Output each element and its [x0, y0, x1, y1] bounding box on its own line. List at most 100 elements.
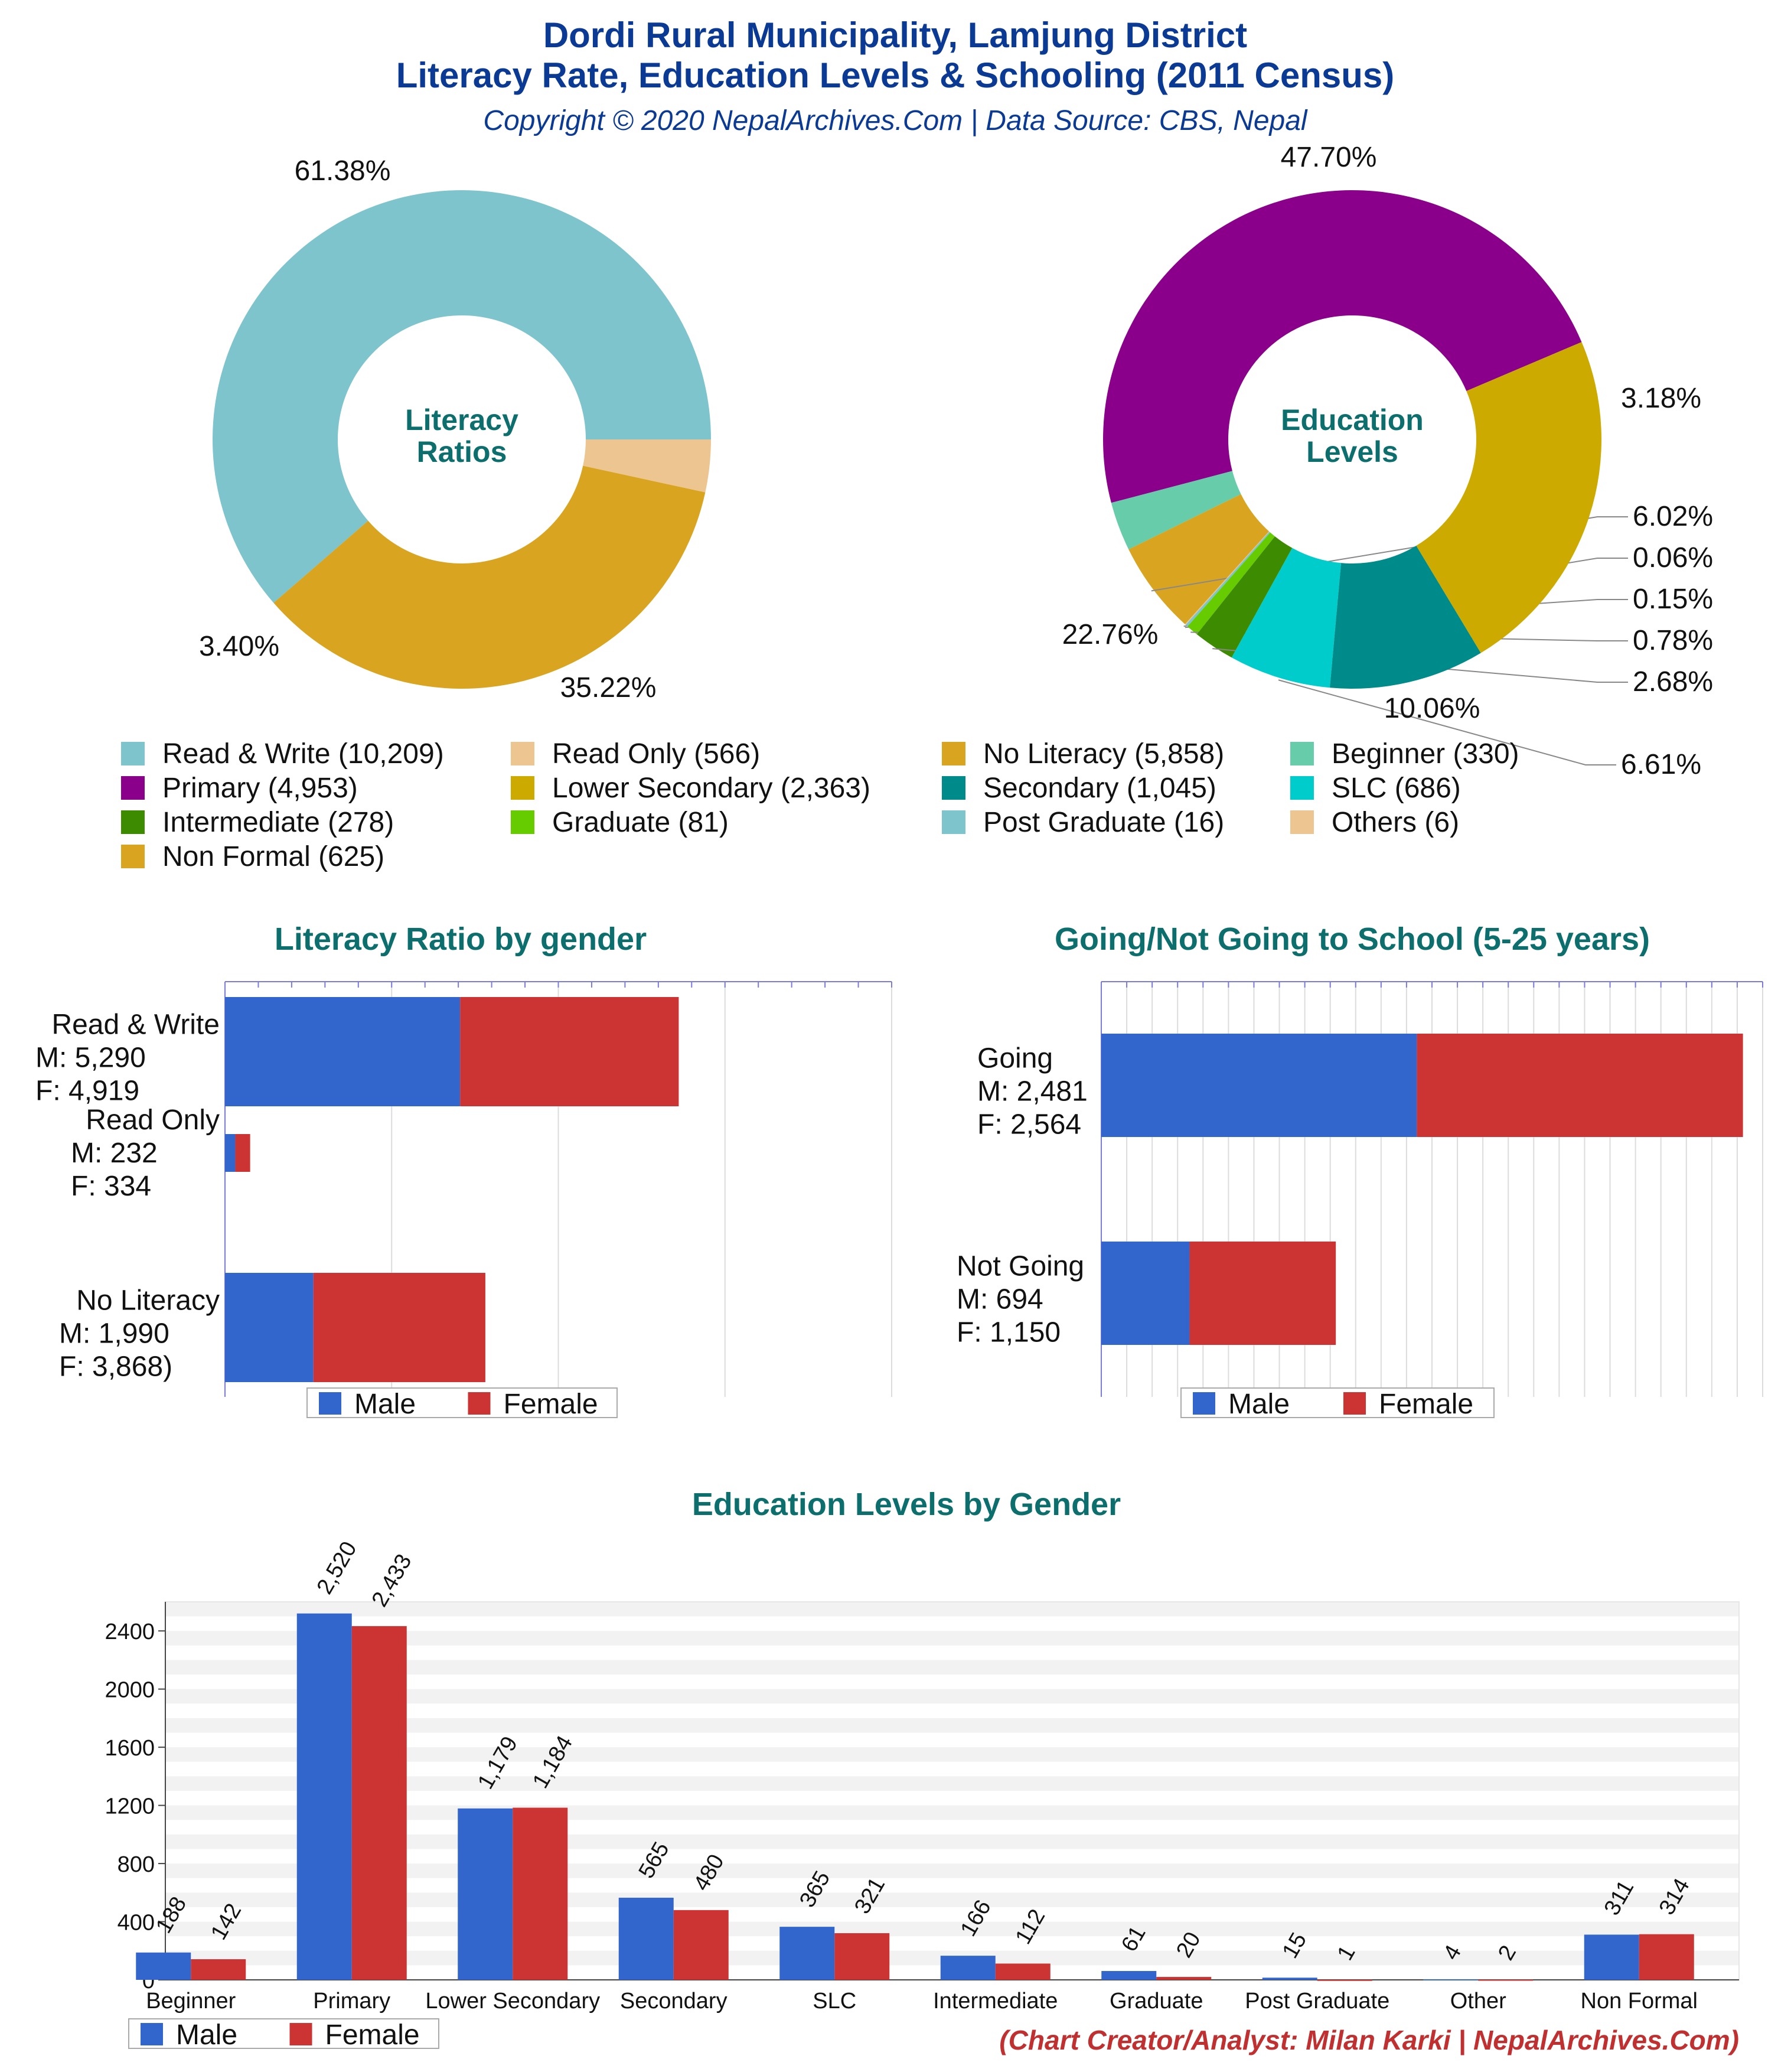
literacy-donut-center-line2: Ratios	[417, 435, 507, 468]
bar-female	[1317, 1979, 1372, 1981]
donut-pct-label: 61.38%	[295, 155, 391, 187]
literacy-by-gender-title: Literacy Ratio by gender	[275, 921, 647, 957]
x-category-label: Lower Secondary	[425, 1989, 600, 2014]
legend-male-label: Male	[1228, 1389, 1290, 1420]
donut-pct-label: 35.22%	[560, 672, 657, 703]
bar-female	[1189, 1242, 1336, 1345]
bar-male	[225, 997, 461, 1106]
x-category-label: Non Formal	[1581, 1989, 1698, 2014]
male-value-label: M: 694	[957, 1284, 1043, 1315]
female-swatch	[1343, 1392, 1366, 1415]
grid-band	[165, 1921, 1739, 1937]
bar-male	[940, 1956, 996, 1980]
donut-slice-beginner	[1111, 471, 1241, 550]
female-value-label: F: 3,868)	[59, 1351, 172, 1383]
donut-slice-intermediate	[1196, 536, 1293, 658]
grid-band	[165, 1718, 1739, 1733]
copyright-line: Copyright © 2020 NepalArchives.Com | Dat…	[483, 105, 1307, 136]
legend-swatch	[121, 845, 145, 868]
female-value-label: 314	[1655, 1874, 1695, 1919]
x-category-label: Graduate	[1110, 1989, 1203, 2014]
male-swatch	[1193, 1392, 1215, 1415]
grid-band	[165, 1805, 1739, 1820]
legend-item-label: Read & Write (10,209)	[162, 738, 444, 770]
education-by-gender-title: Education Levels by Gender	[692, 1487, 1121, 1522]
legend-swatch	[942, 810, 965, 834]
category-legend: Read & Write (10,209) Read Only (566) No L…	[121, 738, 1519, 872]
legend-item-label: No Literacy (5,858)	[983, 738, 1224, 770]
bar-male	[1101, 1034, 1417, 1137]
legend-item-label: Lower Secondary (2,363)	[552, 773, 870, 804]
donut-pct-label: 2.68%	[1633, 666, 1713, 698]
bar-male	[136, 1952, 191, 1980]
gender-legend-box	[1180, 1387, 1495, 1418]
donut-slice-secondary	[1330, 545, 1481, 689]
x-category-label: Post Graduate	[1245, 1989, 1389, 2014]
y-tick-label: 800	[118, 1852, 155, 1877]
gender-legend-box	[128, 2018, 439, 2049]
grid-band	[165, 1834, 1739, 1849]
donut-pct-label: 3.18%	[1621, 383, 1701, 414]
education-donut-center-line1: Education	[1281, 403, 1424, 436]
donut-leader-line	[1278, 679, 1616, 765]
bar-female	[1417, 1034, 1743, 1137]
donut-slice-read-write	[213, 190, 711, 603]
legend-item-label: Intermediate (278)	[162, 807, 394, 838]
donut-pct-label: 6.02%	[1633, 501, 1713, 532]
page-title-line1: Dordi Rural Municipality, Lamjung Distri…	[543, 15, 1247, 55]
bar-female	[1639, 1934, 1694, 1980]
legend-item-label: Others (6)	[1332, 807, 1459, 838]
bar-male	[458, 1808, 513, 1980]
male-value-label: M: 2,481	[977, 1076, 1088, 1107]
male-swatch	[319, 1392, 341, 1415]
legend-swatch	[1290, 810, 1314, 834]
grid-band	[165, 1747, 1739, 1762]
female-value-label: F: 4,919	[35, 1076, 139, 1107]
donut-slice-read-only	[583, 439, 711, 493]
bar-male	[1262, 1977, 1317, 1980]
donut-slice-lower-secondary	[1416, 342, 1601, 653]
male-value-label: M: 5,290	[35, 1042, 146, 1074]
legend-male-label: Male	[354, 1389, 416, 1420]
bar-female	[513, 1807, 568, 1980]
legend-item-label: Primary (4,953)	[162, 773, 358, 804]
legend-item-label: Graduate (81)	[552, 807, 729, 838]
donut-pct-label: 47.70%	[1281, 142, 1377, 173]
legend-item-label: Secondary (1,045)	[983, 773, 1216, 804]
x-category-label: Secondary	[620, 1989, 728, 2014]
legend-swatch	[1290, 742, 1314, 765]
legend-item-label: Read Only (566)	[552, 738, 760, 770]
bar-female	[235, 1134, 250, 1172]
bar-male	[1423, 1979, 1479, 1981]
x-category-label: Primary	[313, 1989, 390, 2014]
legend-female-label: Female	[504, 1389, 598, 1420]
bar-female	[834, 1933, 890, 1980]
bar-male	[1101, 1242, 1190, 1345]
donut-pct-label: 10.06%	[1384, 693, 1480, 724]
male-value-label: M: 232	[71, 1138, 158, 1169]
y-tick-label: 400	[118, 1911, 155, 1936]
donut-slice-no-literacy	[273, 465, 706, 689]
legend-swatch	[511, 810, 534, 834]
x-category-label: Beginner	[146, 1989, 236, 2014]
donut-slice-graduate	[1187, 532, 1275, 634]
donut-pct-label: 3.40%	[199, 631, 279, 662]
legend-swatch	[942, 776, 965, 800]
grid-band	[165, 1631, 1739, 1646]
legend-swatch	[1290, 776, 1314, 800]
bar-male	[779, 1927, 835, 1980]
bar-female	[313, 1273, 485, 1382]
legend-item-label: Non Formal (625)	[162, 841, 384, 872]
grid-band	[165, 1776, 1739, 1791]
literacy-donut-center-line1: Literacy	[405, 403, 518, 436]
donut-pct-label: 6.61%	[1621, 749, 1701, 780]
legend-female-label: Female	[1379, 1389, 1473, 1420]
legend-female-label: Female	[325, 2019, 420, 2051]
category-label: No Literacy	[76, 1285, 220, 1317]
category-label: Going	[977, 1043, 1053, 1074]
x-category-label: SLC	[813, 1989, 856, 2014]
